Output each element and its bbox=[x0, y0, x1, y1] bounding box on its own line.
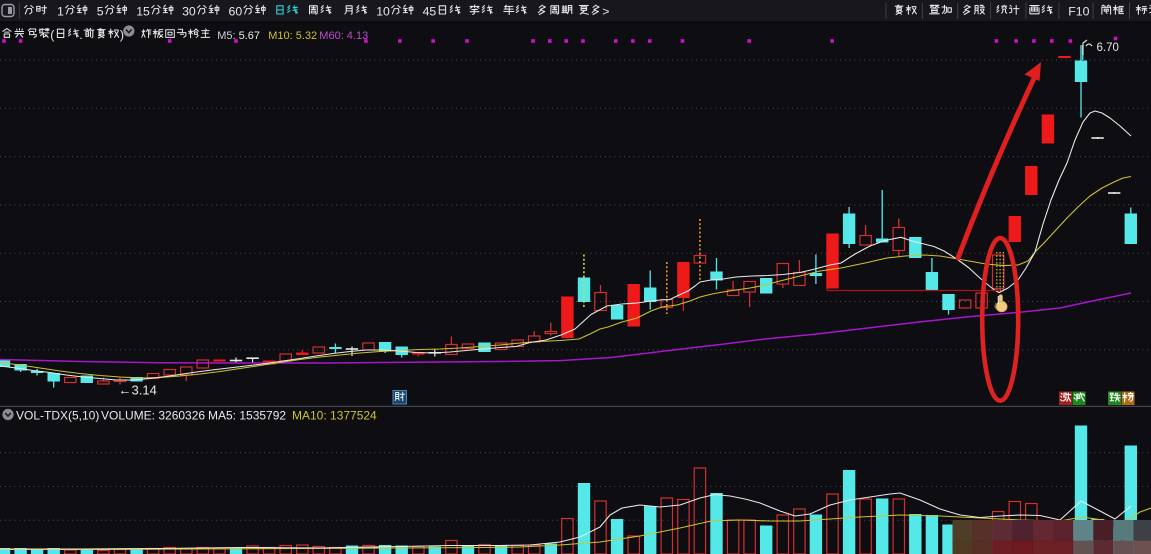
svg-text:5: 5 bbox=[97, 4, 104, 18]
svg-text:MA5: 1535792: MA5: 1535792 bbox=[208, 408, 286, 422]
svg-text:F10: F10 bbox=[1068, 4, 1089, 18]
svg-text:5.67: 5.67 bbox=[239, 30, 260, 42]
svg-text:VOL-TDX(5,10): VOL-TDX(5,10) bbox=[16, 408, 99, 422]
svg-text:60: 60 bbox=[229, 4, 243, 18]
svg-text:10: 10 bbox=[376, 4, 390, 18]
svg-text:.: . bbox=[79, 28, 82, 42]
svg-text:>: > bbox=[602, 4, 609, 18]
svg-text:30: 30 bbox=[182, 4, 196, 18]
svg-text:MA10: 1377524: MA10: 1377524 bbox=[292, 408, 377, 422]
svg-text:1: 1 bbox=[57, 4, 64, 18]
svg-text:): ) bbox=[120, 28, 124, 42]
svg-text:VOLUME: 3260326: VOLUME: 3260326 bbox=[101, 408, 205, 422]
svg-text:6.70: 6.70 bbox=[1097, 42, 1119, 54]
svg-text:15: 15 bbox=[136, 4, 150, 18]
svg-text:(: ( bbox=[50, 28, 55, 42]
svg-text:←3.14: ←3.14 bbox=[119, 383, 157, 398]
svg-text:M60: 4.13: M60: 4.13 bbox=[319, 30, 368, 42]
svg-text:45: 45 bbox=[423, 4, 437, 18]
svg-text:M5:: M5: bbox=[217, 30, 235, 42]
svg-text:M10: 5.32: M10: 5.32 bbox=[268, 30, 317, 42]
